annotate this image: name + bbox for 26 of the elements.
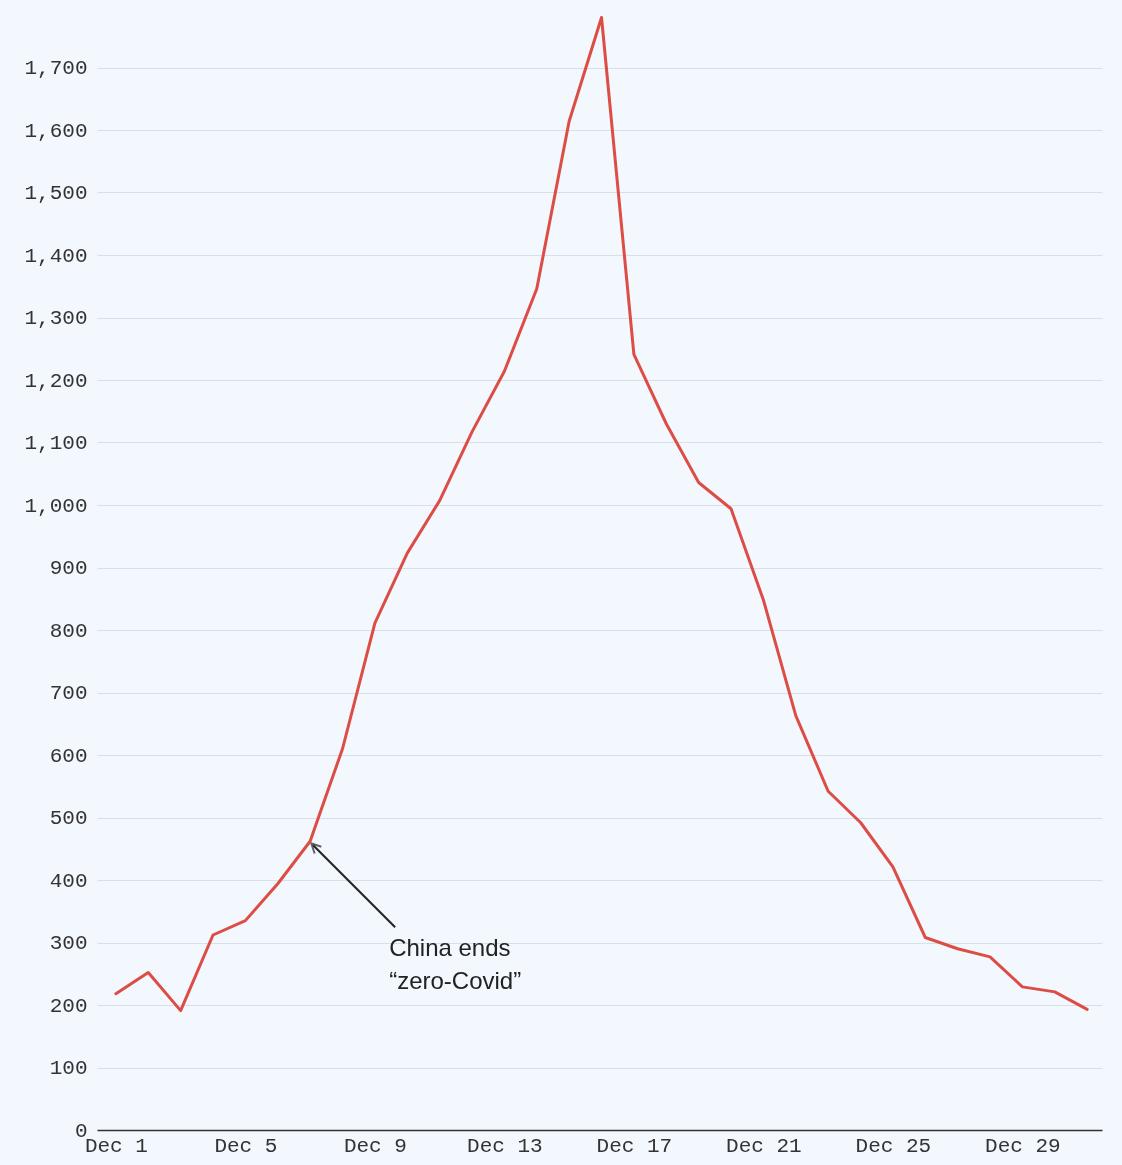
y-tick-label: 1,300 xyxy=(24,307,88,330)
y-tick-label: 400 xyxy=(49,869,88,893)
annotation: China ends “zero-Covid” xyxy=(389,934,522,995)
y-tick-label: 100 xyxy=(49,1057,88,1080)
y-tick-label: 500 xyxy=(49,807,88,830)
y-tick-label: 1,100 xyxy=(24,432,88,455)
y-tick-label: 1,500 xyxy=(24,182,88,205)
x-tick-label: Dec 21 xyxy=(726,1134,802,1158)
y-tick-label: 1,200 xyxy=(24,369,88,393)
x-tick-label: Dec 17 xyxy=(596,1134,673,1158)
y-tick-label: 900 xyxy=(49,557,88,580)
y-tick-label: 1,700 xyxy=(24,57,88,80)
y-tick-label: 1,400 xyxy=(24,244,88,268)
y-tick-label: 700 xyxy=(49,682,88,705)
line-series xyxy=(114,16,1089,1013)
x-tick-label: Dec 13 xyxy=(467,1134,543,1158)
y-tick-label: 800 xyxy=(49,619,88,643)
y-tick-label: 600 xyxy=(49,744,88,768)
y-tick-label: 300 xyxy=(49,932,88,955)
x-tick-label: Dec 29 xyxy=(985,1134,1061,1158)
y-tick-label: 1,600 xyxy=(24,119,88,143)
y-tick-label: 200 xyxy=(49,994,88,1018)
x-tick-label: Dec 25 xyxy=(855,1134,932,1158)
y-tick-label: 1,000 xyxy=(24,494,88,518)
x-tick-label: Dec 5 xyxy=(214,1134,278,1158)
x-tick-label: Dec 9 xyxy=(343,1134,407,1158)
